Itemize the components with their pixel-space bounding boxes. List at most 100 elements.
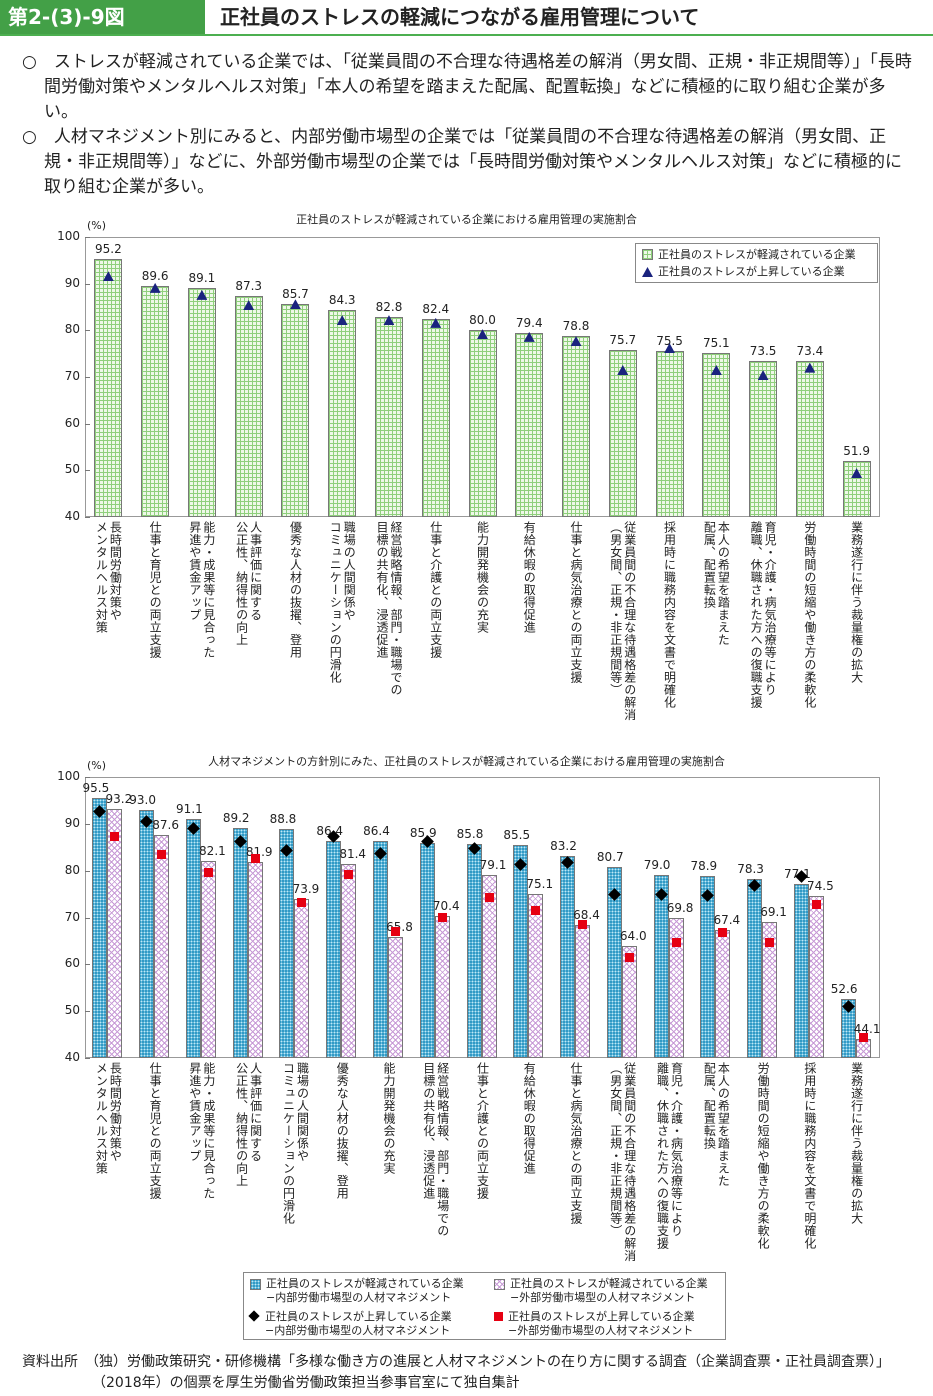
data-label: 86.4 xyxy=(363,823,390,838)
y-tick-label: 50 xyxy=(64,1003,80,1018)
bar xyxy=(232,827,248,1058)
bar xyxy=(200,860,216,1058)
legend-item: 正社員のストレスが上昇している企業 −内部労働市場型の人材マネジメント xyxy=(248,1310,452,1338)
bar xyxy=(795,361,824,517)
bar xyxy=(154,835,170,1058)
category-label: 育児・介護・病気治療等により 離職、休職された方への復職支援 xyxy=(749,521,778,709)
data-label: 91.1 xyxy=(176,801,203,816)
data-label: 75.5 xyxy=(656,334,683,349)
legend: 正社員のストレスが軽減されている企業 −内部労働市場型の人材マネジメント 正社員の… xyxy=(243,1272,726,1340)
y-tick xyxy=(85,777,90,778)
data-label: 95.5 xyxy=(82,781,110,796)
data-label: 75.1 xyxy=(526,876,554,891)
y-tick xyxy=(85,283,90,285)
legend: 正社員のストレスが軽減されている企業 正社員のストレスが上昇している企業 xyxy=(635,243,878,283)
bar xyxy=(513,844,529,1058)
category-label: 仕事と病気治療との両立支援 xyxy=(569,521,584,684)
triangle-marker xyxy=(617,365,629,375)
category-label: 仕事と介護との両立支援 xyxy=(428,521,443,659)
bar xyxy=(715,929,731,1058)
data-label: 82.4 xyxy=(422,302,450,317)
legend-icon xyxy=(248,1310,260,1322)
data-label: 67.4 xyxy=(713,912,741,927)
legend-text: 正社員のストレスが軽減されている企業 xyxy=(658,248,856,261)
y-tick xyxy=(85,823,90,825)
bar xyxy=(107,808,123,1058)
y-tick xyxy=(85,377,90,378)
y-tick-label: 70 xyxy=(64,369,80,383)
category-label: 採用時に職務内容を文書で明確化 xyxy=(662,521,677,709)
y-tick xyxy=(85,917,90,919)
bar xyxy=(234,296,263,517)
legend-item: 正社員のストレスが軽減されている企業 −内部労働市場型の人材マネジメント xyxy=(250,1277,464,1305)
y-tick-label: 40 xyxy=(64,509,80,523)
category-label: 長時間労働対策や メンタルヘルス対策 xyxy=(94,521,123,634)
legend-icon xyxy=(250,1279,261,1290)
triangle-marker xyxy=(523,331,535,342)
square-marker xyxy=(811,900,821,910)
category-label: 職場の人間関係や コミュニケーションの円滑化 xyxy=(281,1062,310,1225)
square-marker xyxy=(110,831,120,841)
legend-text: 正社員のストレスが軽減されている企業 −外部労働市場型の人材マネジメント xyxy=(510,1277,708,1304)
data-label: 87.3 xyxy=(235,279,263,294)
square-marker xyxy=(203,867,213,877)
y-tick xyxy=(85,964,90,966)
category-label: 業務遂行に伴う裁量権の拡大 xyxy=(849,521,864,684)
triangle-marker xyxy=(477,329,488,340)
data-label: 73.5 xyxy=(749,343,777,358)
legend-icon xyxy=(494,1312,503,1321)
y-tick-label: 50 xyxy=(64,462,80,477)
triangle-marker xyxy=(336,315,348,326)
category-label: 経営戦略情報、部門・職場での 目標の共有化、浸透促進 xyxy=(421,1062,450,1237)
legend-item: 正社員のストレスが上昇している企業 −外部労働市場型の人材マネジメント xyxy=(494,1310,695,1338)
triangle-marker xyxy=(757,370,769,381)
legend-text: 正社員のストレスが上昇している企業 xyxy=(658,265,845,278)
bar xyxy=(749,360,778,517)
bar xyxy=(575,924,591,1058)
bar xyxy=(702,353,731,517)
bar xyxy=(528,893,544,1058)
y-tick-label: 60 xyxy=(64,956,80,971)
y-tick-label: 100 xyxy=(57,229,80,243)
y-tick-label: 90 xyxy=(64,275,80,290)
bar xyxy=(468,330,497,517)
figure-number: 第2-(3)-9図 xyxy=(0,0,205,34)
data-label: 83.2 xyxy=(550,838,577,853)
category-label: 職場の人間関係や コミュニケーションの円滑化 xyxy=(328,521,357,684)
bar xyxy=(328,310,357,517)
y-tick xyxy=(85,237,90,238)
data-label: 82.1 xyxy=(199,843,226,858)
bar xyxy=(247,861,263,1058)
data-label: 85.5 xyxy=(503,827,531,842)
bar xyxy=(187,287,216,517)
bar xyxy=(747,878,763,1058)
triangle-marker xyxy=(383,315,395,326)
bar xyxy=(185,818,201,1058)
triangle-marker xyxy=(149,282,161,293)
category-label: 仕事と育児との両立支援 xyxy=(148,1062,163,1200)
square-marker xyxy=(157,850,167,860)
bar xyxy=(621,945,637,1058)
data-label: 69.8 xyxy=(666,901,694,916)
category-label: 仕事と病気治療との両立支援 xyxy=(569,1062,584,1225)
data-label: 75.7 xyxy=(609,333,637,348)
square-marker xyxy=(390,926,400,936)
y-tick-label: 60 xyxy=(64,415,80,430)
data-label: 89.2 xyxy=(222,810,250,825)
bar xyxy=(808,896,824,1058)
bar xyxy=(419,843,435,1058)
data-label: 73.9 xyxy=(292,882,320,897)
data-label: 85.8 xyxy=(456,826,484,841)
category-label: 業務遂行に伴う裁量権の拡大 xyxy=(849,1062,864,1225)
bar xyxy=(326,840,342,1058)
square-marker xyxy=(297,897,307,907)
y-tick xyxy=(85,330,90,332)
data-label: 81.4 xyxy=(339,847,367,862)
bar xyxy=(341,864,357,1058)
bar xyxy=(700,875,716,1058)
square-marker xyxy=(484,893,494,903)
data-label: 93.2 xyxy=(105,791,133,806)
bar xyxy=(294,899,310,1058)
square-marker xyxy=(858,1033,868,1043)
y-tick xyxy=(85,870,90,872)
